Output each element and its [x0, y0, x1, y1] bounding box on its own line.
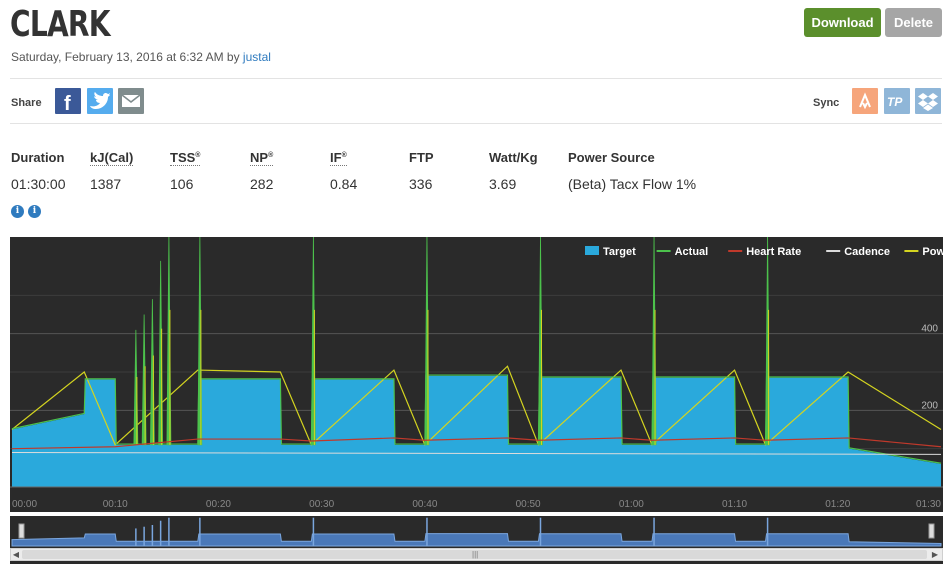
- email-icon[interactable]: [118, 88, 144, 114]
- legend-label: Power: [922, 246, 943, 258]
- sync-label: Sync: [813, 97, 840, 109]
- stat-label-duration: Duration: [11, 150, 65, 165]
- x-tick-label: 01:30: [916, 499, 941, 510]
- navigator-area: [11, 533, 942, 547]
- scroll-left-arrow[interactable]: ◀: [12, 550, 20, 559]
- legend-label: Cadence: [844, 246, 890, 258]
- stat-value-ftp: 336: [409, 176, 433, 192]
- facebook-icon[interactable]: f: [55, 88, 81, 114]
- activity-date: Saturday, February 13, 2016 at 6:32 AM b…: [11, 50, 271, 64]
- tss-label: TSS: [170, 150, 196, 165]
- page-title: CLARK: [10, 4, 110, 45]
- info-icon[interactable]: i: [28, 205, 41, 218]
- stat-value-np: 282: [250, 176, 274, 192]
- np-label: NP: [250, 150, 269, 165]
- stat-value-duration: 01:30:00: [11, 176, 66, 192]
- info-icon[interactable]: i: [11, 205, 24, 218]
- stat-label-ftp: FTP: [409, 150, 434, 165]
- if-label: IF: [330, 150, 342, 165]
- x-tick-label: 00:10: [103, 499, 128, 510]
- divider: [10, 78, 942, 79]
- y-tick-label: 200: [921, 400, 938, 411]
- stat-label-tss[interactable]: TSS®: [170, 150, 201, 166]
- registered-mark: ®: [341, 152, 347, 159]
- y-tick-label: 400: [921, 324, 938, 335]
- x-tick-label: 01:00: [619, 499, 644, 510]
- x-tick-label: 00:50: [516, 499, 541, 510]
- x-tick-label: 01:10: [722, 499, 747, 510]
- cadence-line: [11, 452, 942, 455]
- target-area: [12, 375, 941, 487]
- trainingpeaks-icon[interactable]: TP: [884, 88, 910, 114]
- date-text: Saturday, February 13, 2016 at 6:32 AM b…: [11, 50, 243, 64]
- workout-chart[interactable]: 200 400 00:00 00:10 00:20 00:30 00:40 00:50 01:0…: [10, 237, 943, 512]
- stat-label-power-source: Power Source: [568, 150, 655, 165]
- heart-rate-line: [11, 437, 942, 450]
- twitter-icon[interactable]: [87, 88, 113, 114]
- power-line: [11, 365, 942, 446]
- legend-swatch: [585, 246, 599, 255]
- stat-value-tss: 106: [170, 176, 194, 192]
- svg-text:TP: TP: [887, 95, 903, 109]
- navigator-handle-left: [18, 523, 25, 539]
- stat-label-watt-kg: Watt/Kg: [489, 150, 538, 165]
- legend-label: Heart Rate: [746, 246, 801, 258]
- stat-value-if: 0.84: [330, 176, 358, 192]
- scroll-grip-icon: |||: [472, 550, 479, 559]
- legend-label: Target: [603, 246, 636, 258]
- chart-scrollbar[interactable]: ◀ ||| ▶: [10, 548, 943, 561]
- stat-value-power-source: (Beta) Tacx Flow 1%: [568, 176, 697, 192]
- registered-mark: ®: [195, 152, 201, 159]
- stat-value-kj: 1387: [90, 176, 122, 192]
- author-link[interactable]: justal: [242, 50, 271, 64]
- dropbox-icon[interactable]: [915, 88, 941, 114]
- divider: [10, 123, 942, 124]
- x-tick-label: 00:30: [309, 499, 334, 510]
- scroll-thumb[interactable]: |||: [22, 550, 927, 559]
- x-tick-label: 00:40: [412, 499, 437, 510]
- stat-value-watt-kg: 3.69: [489, 176, 517, 192]
- stat-label-if[interactable]: IF®: [330, 150, 347, 166]
- legend-label: Actual: [675, 246, 709, 258]
- delete-button[interactable]: Delete: [885, 8, 942, 37]
- x-tick-label: 01:20: [825, 499, 850, 510]
- download-button[interactable]: Download: [804, 8, 881, 37]
- scroll-right-arrow[interactable]: ▶: [931, 550, 939, 559]
- x-tick-label: 00:20: [206, 499, 231, 510]
- stat-label-np[interactable]: NP®: [250, 150, 274, 166]
- registered-mark: ®: [268, 152, 274, 159]
- x-tick-label: 00:00: [12, 499, 37, 510]
- svg-text:f: f: [64, 93, 71, 114]
- strava-icon[interactable]: [852, 88, 878, 114]
- actual-line: [11, 374, 942, 464]
- share-label: Share: [11, 97, 42, 109]
- stat-label-kj[interactable]: kJ(Cal): [90, 150, 134, 166]
- navigator-handle-right: [928, 523, 935, 539]
